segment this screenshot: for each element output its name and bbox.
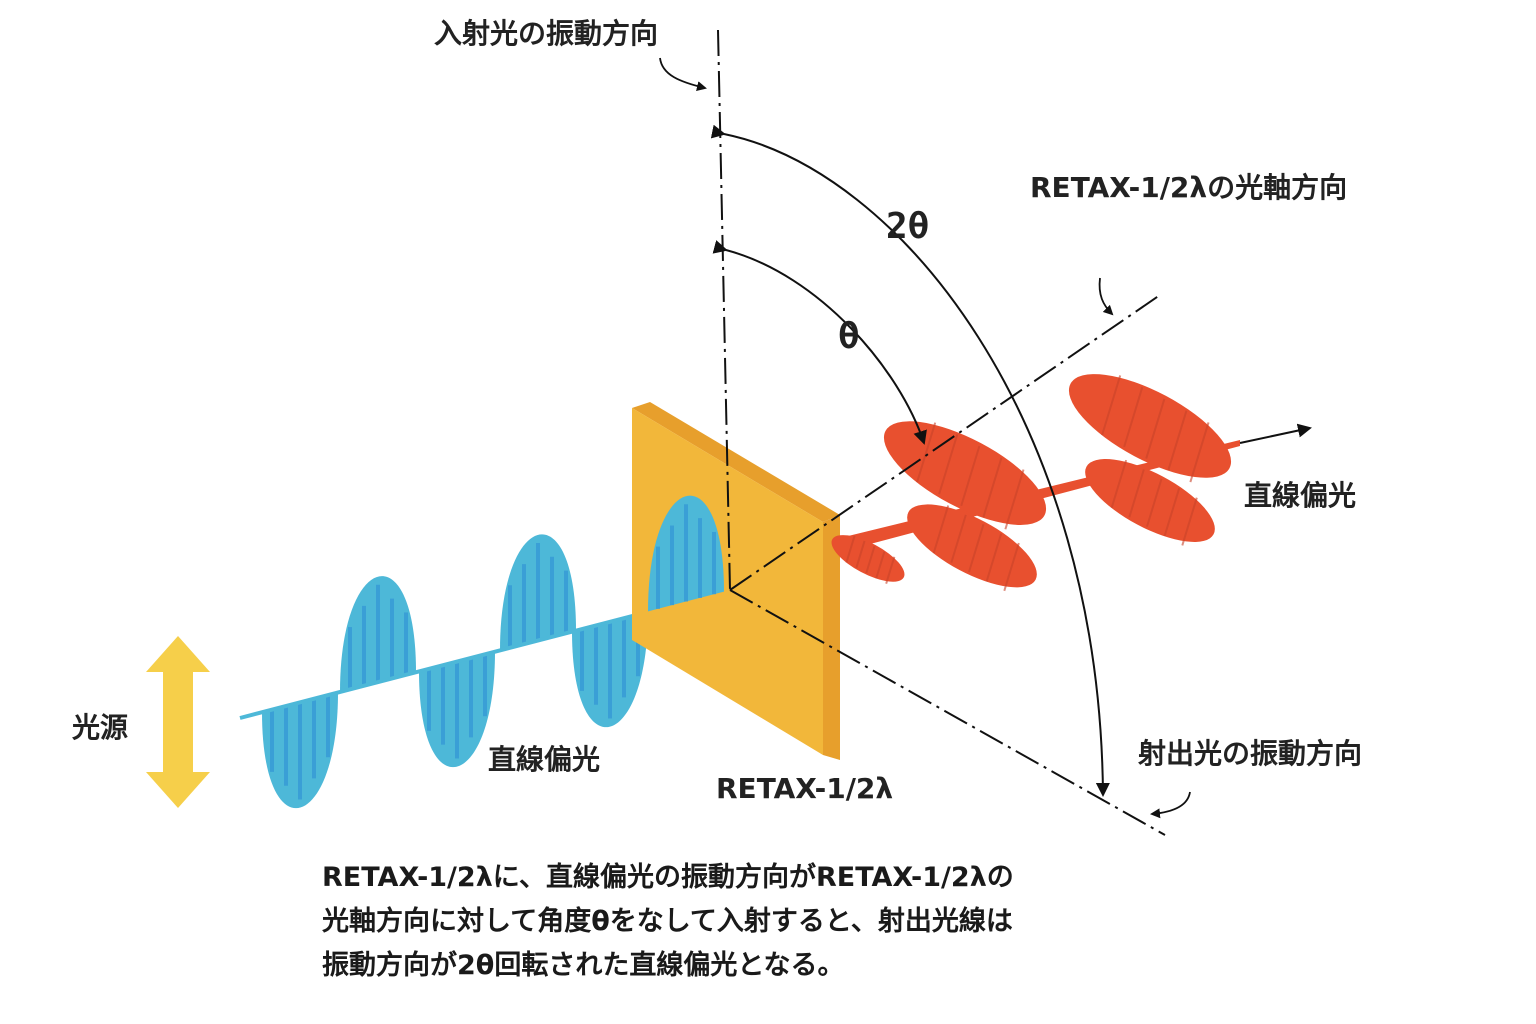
- wave-stripe: [1167, 410, 1188, 471]
- two-theta-label: 2θ: [886, 206, 930, 247]
- wave-lobe: [500, 534, 576, 651]
- input-linear-polarized-wave: [262, 534, 648, 809]
- wave-lobe: [572, 611, 648, 728]
- output-linear-polarized-wave: [831, 374, 1240, 592]
- light-source-arrow-icon: [146, 636, 210, 808]
- caption-line: 振動方向が2θ回転された直線偏光となる。: [322, 950, 845, 981]
- exit-leader-arrow: [1150, 791, 1191, 819]
- incident-vibration-label: 入射光の振動方向: [434, 17, 659, 50]
- wave-stripe: [1189, 422, 1210, 483]
- input-linear-label: 直線偏光: [488, 743, 601, 776]
- wave-stripe: [1110, 459, 1128, 509]
- axis-leader-arrow: [1098, 277, 1114, 316]
- incident-leader-arrow: [659, 57, 707, 91]
- output-propagation-axis: [1239, 423, 1312, 444]
- optical-axis-label: RETAX-1/2λの光軸方向: [1030, 171, 1348, 204]
- light-source-label: 光源: [72, 711, 129, 744]
- wave-stripe: [1128, 469, 1145, 518]
- plate-label: RETAX-1/2λ: [716, 772, 894, 805]
- caption-line: 光軸方向に対して角度θをなして入射すると、射出光線は: [322, 906, 1013, 937]
- wave-stripe: [1123, 386, 1144, 448]
- output-linear-label: 直線偏光: [1244, 479, 1357, 512]
- input-propagation-axis: [239, 612, 641, 720]
- wave-lobe: [262, 692, 338, 809]
- wave-stripe: [1146, 478, 1163, 527]
- two-theta-arc: [710, 124, 1110, 797]
- wave-stripe: [1163, 487, 1181, 537]
- theta-arc: [712, 240, 927, 445]
- caption-line: RETAX-1/2λに、直線偏光の振動方向がRETAX-1/2λの: [322, 862, 1014, 893]
- wave-stripe: [1181, 497, 1198, 546]
- wave-stripe: [1145, 398, 1166, 459]
- wave-lobe: [419, 651, 495, 768]
- theta-label: θ: [838, 316, 860, 357]
- wave-lobe: [340, 576, 416, 692]
- exit-vibration-label: 射出光の振動方向: [1138, 737, 1363, 770]
- caption: RETAX-1/2λに、直線偏光の振動方向がRETAX-1/2λの 光軸方向に対…: [322, 856, 1014, 988]
- wave-lobe: [1085, 459, 1215, 546]
